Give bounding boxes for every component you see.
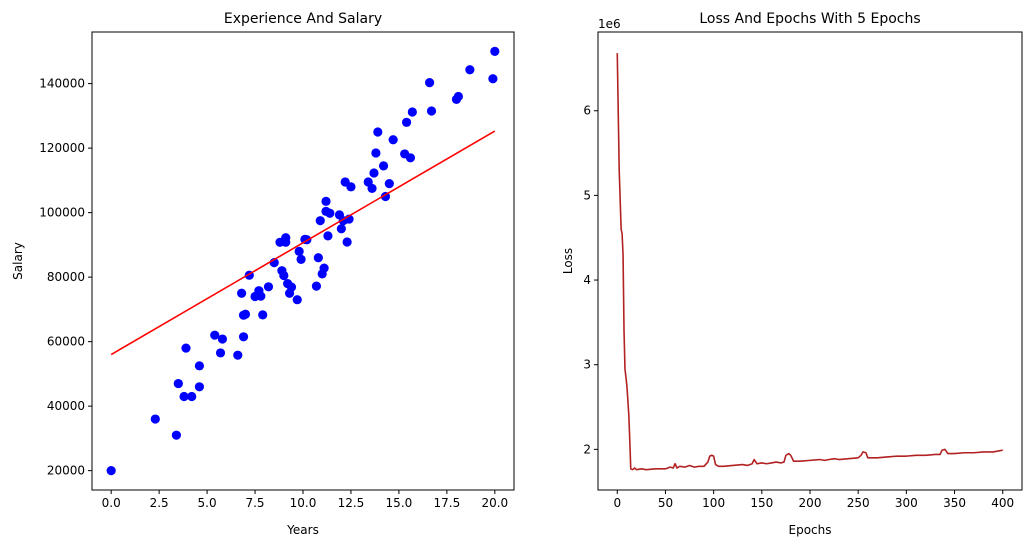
- x-tick-label: 17.5: [434, 496, 461, 510]
- x-axis: 0 50 100 150 200 250 300 350 400: [613, 490, 1014, 510]
- y-tick-label: 5: [583, 188, 591, 202]
- y-tick-label: 20000: [47, 464, 85, 478]
- x-axis-label: Years: [286, 523, 319, 537]
- data-point: [215, 348, 226, 358]
- x-tick-label: 7.5: [245, 496, 264, 510]
- data-point: [465, 65, 475, 75]
- x-tick-label: 0.0: [102, 496, 121, 510]
- data-point: [281, 233, 291, 243]
- x-tick-label: 20.0: [481, 496, 508, 510]
- loss-line: [616, 53, 1003, 471]
- x-tick-label: 400: [991, 496, 1014, 510]
- x-tick-label: 5.0: [198, 496, 217, 510]
- y-axis: 2 3 4 5 6: [583, 104, 598, 456]
- data-point: [313, 253, 323, 263]
- data-point: [426, 106, 437, 116]
- data-point: [296, 254, 306, 264]
- y-axis-label: Loss: [561, 248, 575, 274]
- data-point: [378, 161, 389, 171]
- x-tick-label: 250: [847, 496, 870, 510]
- y-tick-label: 120000: [39, 141, 85, 155]
- y-axis: 20000 40000 60000 80000 100000 120000 140000: [39, 77, 92, 478]
- data-point: [384, 178, 394, 189]
- data-point: [407, 107, 417, 117]
- x-tick-label: 2.5: [150, 496, 169, 510]
- x-tick-label: 200: [799, 496, 822, 510]
- data-point: [194, 361, 205, 371]
- data-point: [323, 231, 333, 241]
- data-point: [258, 310, 268, 320]
- data-point: [171, 430, 181, 440]
- y-axis-label: Salary: [11, 242, 25, 280]
- plot-area: [616, 53, 1003, 471]
- y-tick-label: 40000: [47, 399, 85, 413]
- x-axis-label: Epochs: [789, 523, 832, 537]
- data-point: [256, 291, 266, 301]
- x-tick-label: 100: [702, 496, 725, 510]
- data-point: [319, 263, 329, 273]
- data-point: [286, 282, 297, 292]
- y-tick-label: 100000: [39, 206, 85, 220]
- x-tick-label: 150: [750, 496, 773, 510]
- x-tick-label: 10.0: [290, 496, 317, 510]
- data-point: [210, 330, 220, 340]
- y-tick-label: 4: [583, 273, 591, 287]
- x-tick-label: 15.0: [386, 496, 413, 510]
- data-point: [369, 168, 379, 178]
- data-point: [279, 270, 289, 281]
- y-tick-label: 140000: [39, 77, 85, 91]
- data-point: [187, 391, 197, 402]
- x-tick-label: 0: [613, 496, 621, 510]
- data-point: [292, 295, 302, 305]
- data-point: [179, 391, 189, 402]
- data-point: [181, 343, 191, 353]
- data-point: [237, 288, 247, 298]
- data-point: [342, 237, 352, 247]
- x-tick-label: 12.5: [338, 496, 365, 510]
- data-point: [325, 208, 335, 218]
- salary-chart: Experience And Salary 0.0 2.5 5.0 7.5 10.0 12…: [11, 11, 515, 537]
- x-axis: 0.0 2.5 5.0 7.5 10.0 12.5 15.0 17.5 20.0: [102, 490, 508, 510]
- data-point: [388, 135, 398, 145]
- data-point: [346, 182, 356, 192]
- data-point: [217, 334, 228, 344]
- plot-area: [106, 46, 500, 476]
- regression-line: [110, 130, 496, 356]
- data-point: [238, 332, 249, 342]
- data-point: [336, 224, 346, 234]
- data-point: [263, 282, 274, 292]
- x-tick-label: 350: [943, 496, 966, 510]
- data-point: [173, 378, 183, 389]
- y-tick-label: 80000: [47, 270, 85, 284]
- x-tick-label: 300: [895, 496, 918, 510]
- data-point: [194, 382, 205, 392]
- data-point: [150, 414, 160, 424]
- chart-title: Loss And Epochs With 5 Epochs: [699, 11, 920, 27]
- data-point: [425, 78, 435, 88]
- y-tick-label: 3: [583, 358, 591, 372]
- y-offset-text: 1e6: [598, 17, 621, 31]
- y-tick-label: 60000: [47, 335, 85, 349]
- data-point: [371, 148, 381, 158]
- data-point: [405, 153, 416, 163]
- data-point: [488, 74, 498, 84]
- data-point: [367, 183, 377, 194]
- data-point: [401, 117, 412, 127]
- data-point: [106, 466, 116, 476]
- data-point: [315, 216, 325, 226]
- data-point: [373, 127, 383, 137]
- x-tick-label: 50: [658, 496, 673, 510]
- chart-title: Experience And Salary: [224, 11, 382, 27]
- data-point: [294, 246, 304, 256]
- y-tick-label: 6: [583, 104, 591, 118]
- data-point: [490, 46, 500, 56]
- data-point: [311, 281, 322, 291]
- data-point: [240, 309, 251, 319]
- loss-chart: Loss And Epochs With 5 Epochs 1e6 0 50 100…: [561, 11, 1023, 537]
- y-tick-label: 2: [583, 442, 591, 456]
- data-point: [233, 350, 243, 360]
- data-point: [321, 196, 331, 206]
- data-point: [453, 91, 463, 102]
